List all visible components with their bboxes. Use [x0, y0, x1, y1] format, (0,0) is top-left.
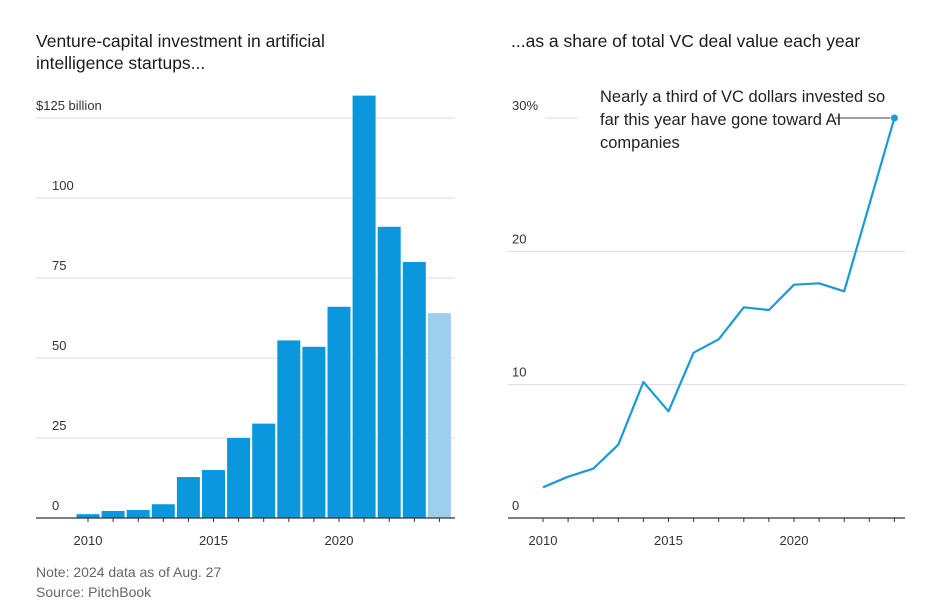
line-endpoint-marker: [890, 114, 898, 122]
bar: [101, 510, 125, 518]
line-y-tick-label: 10: [512, 365, 526, 380]
left-chart-title: Venture-capital investment in artificial…: [36, 31, 325, 73]
line-chart-annotation: Nearly a third of VC dollars invested so…: [600, 88, 886, 152]
bar: [377, 226, 401, 519]
line-x-tick-label: 2020: [780, 533, 809, 548]
line-y-tick-label: 20: [512, 231, 526, 246]
bar-y-tick-label: 50: [52, 338, 66, 353]
line-y-tick-label: 30%: [512, 98, 538, 113]
bar: [126, 510, 150, 518]
bar-x-tick-label: 2020: [325, 533, 354, 548]
bar: [402, 262, 426, 518]
bar: [76, 514, 100, 518]
bar: [327, 306, 351, 518]
bar: [277, 340, 301, 518]
bar: [252, 423, 276, 518]
right-chart-title: ...as a share of total VC deal value eac…: [511, 31, 861, 51]
bar-y-tick-label: $125 billion: [36, 98, 102, 113]
bar-y-tick-label: 100: [52, 178, 74, 193]
bar-x-tick-label: 2010: [74, 533, 103, 548]
line-x-tick-label: 2015: [654, 533, 683, 548]
bar-x-tick-label: 2015: [199, 533, 228, 548]
bar: [176, 477, 200, 518]
bar-y-tick-label: 0: [52, 498, 59, 513]
line-series: [542, 117, 896, 489]
chart-source: Source: PitchBook: [36, 584, 152, 600]
bar: [202, 470, 225, 518]
chart-note: Note: 2024 data as of Aug. 27: [36, 564, 222, 580]
line-y-tick-label: 0: [512, 498, 519, 513]
line-chart: 0 10 20 30% 2010 2015 2020: [508, 98, 905, 548]
bar: [227, 438, 251, 518]
bar: [352, 95, 376, 518]
bar-chart: 0 25 50 75 100 $125 billion 2010 2015 2020: [36, 95, 455, 548]
bar: [302, 346, 326, 518]
bar-y-tick-label: 25: [52, 418, 66, 433]
line-x-tick-label: 2010: [529, 533, 558, 548]
bar-y-tick-label: 75: [52, 258, 66, 273]
bar: [151, 504, 175, 518]
bar: [427, 313, 451, 518]
